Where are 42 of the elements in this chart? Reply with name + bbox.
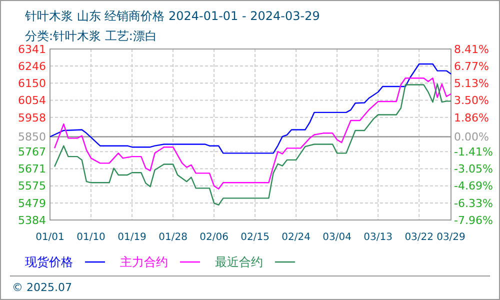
x-tick-label: 03/13 xyxy=(364,232,393,243)
x-tick-label: 03/04 xyxy=(322,232,352,243)
x-tick-label: 02/24 xyxy=(282,232,310,243)
y2-tick-label: 6.77% xyxy=(454,60,489,73)
y2-tick-label: 5.13% xyxy=(454,77,489,90)
x-tick-label: 02/15 xyxy=(240,232,270,243)
y2-tick-label: 3.50% xyxy=(454,94,489,108)
legend-label: 主力合约 xyxy=(120,255,168,270)
y-tick-label: 5958 xyxy=(18,111,46,124)
legend-label: 现货价格 xyxy=(25,255,73,270)
x-tick-label: 03/29 xyxy=(436,232,466,243)
y2-tick-label: -7.96% xyxy=(454,214,493,227)
y2-tick-label: 0.00% xyxy=(454,130,489,144)
x-tick-label: 01/10 xyxy=(76,232,106,243)
y-tick-label: 6246 xyxy=(18,60,46,73)
y-tick-label: 5384 xyxy=(18,214,46,227)
y-tick-label: 5767 xyxy=(18,145,46,158)
y-tick-label: 5671 xyxy=(18,162,46,176)
y-tick-label: 5850 xyxy=(18,130,46,144)
line-series xyxy=(54,83,452,206)
chart-subtitle: 分类:针叶木浆 工艺:漂白 xyxy=(25,29,157,43)
y2-tick-label: -6.33% xyxy=(454,196,493,210)
y2-tick-label: 8.41% xyxy=(454,42,489,56)
chart-title: 针叶木浆 山东 经销商价格 2024-01-01 - 2024-03-29 xyxy=(24,9,320,23)
legend-label: 最近合约 xyxy=(215,255,263,270)
y2-tick-label: -1.41% xyxy=(454,145,493,158)
line-series xyxy=(54,78,452,190)
line-series xyxy=(49,63,452,154)
y-tick-label: 6341 xyxy=(18,42,46,56)
y-tick-label: 6054 xyxy=(18,94,46,108)
x-tick-label: 01/19 xyxy=(118,232,146,243)
y2-tick-label: -4.69% xyxy=(454,180,493,193)
text: © 2025.07 xyxy=(12,281,72,294)
x-tick-label: 02/06 xyxy=(200,232,228,243)
x-tick-label: 01/01 xyxy=(36,232,64,243)
y-tick-label: 6150 xyxy=(18,76,46,90)
y2-tick-label: 1.86% xyxy=(454,111,489,124)
x-tick-label: 01/28 xyxy=(158,232,188,243)
x-tick-label: 03/22 xyxy=(404,232,434,243)
y-tick-label: 5575 xyxy=(18,180,46,193)
y-tick-label: 5479 xyxy=(18,196,46,210)
y2-tick-label: -3.05% xyxy=(454,162,493,176)
